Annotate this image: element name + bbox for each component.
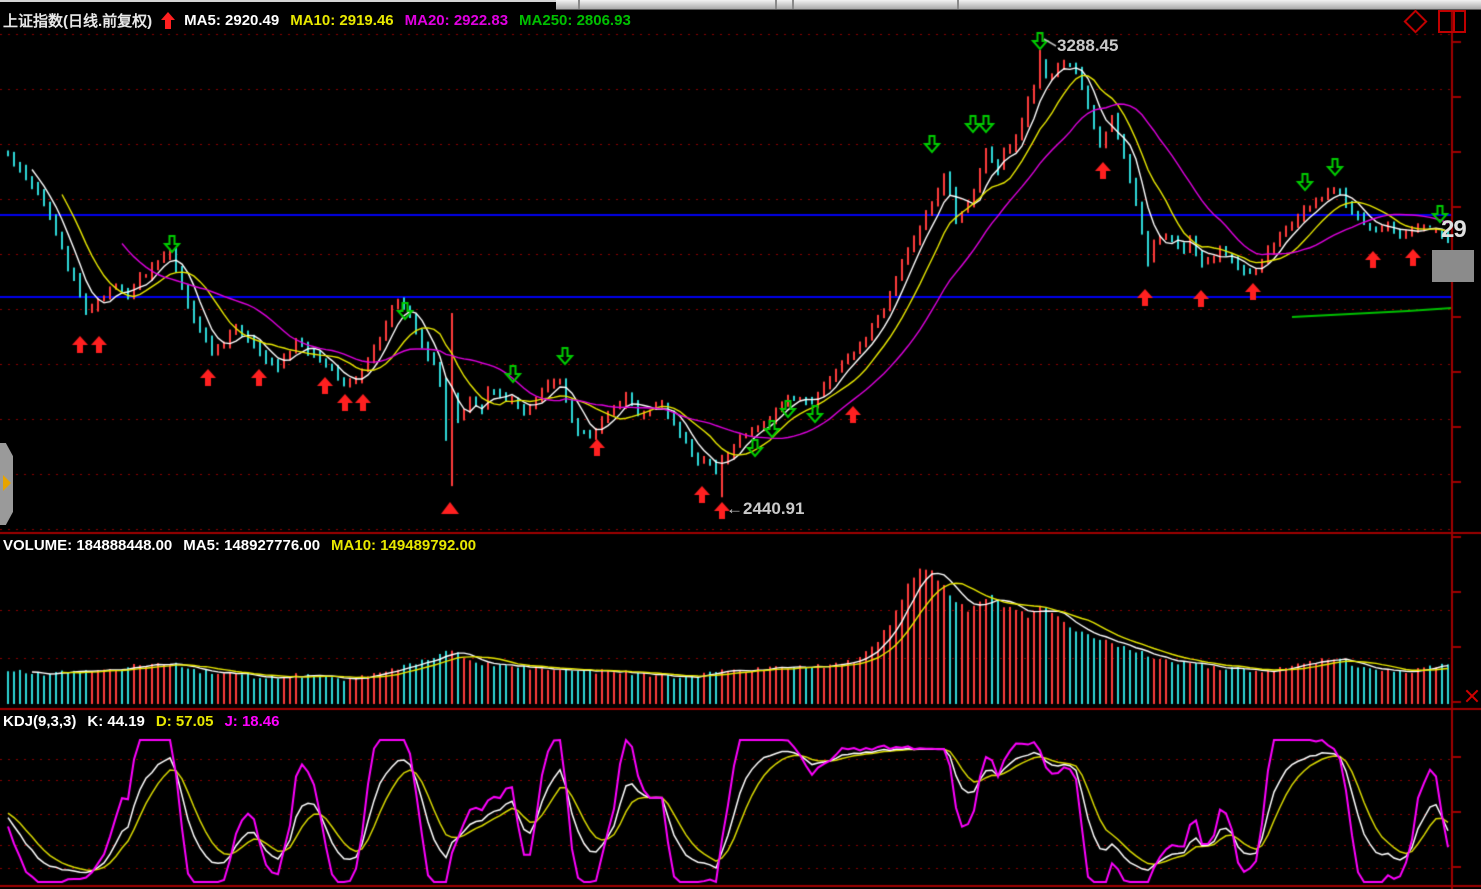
ma5-value: MA5: 2920.49 <box>184 12 280 29</box>
tile-windows-icon[interactable] <box>1438 10 1466 33</box>
toolbar-separator <box>775 0 777 9</box>
main-pane-header: 上证指数(日线.前复权) MA5: 2920.49 MA10: 2919.46 … <box>3 10 642 31</box>
kdj-j-value: J: 18.46 <box>224 713 280 730</box>
kdj-k-value: K: 44.19 <box>87 713 145 730</box>
volume-ma10-value: MA10: 149489792.00 <box>331 537 477 554</box>
ma10-value: MA10: 2919.46 <box>290 12 394 29</box>
kdj-title: KDJ(9,3,3) <box>3 713 77 730</box>
axis-drag-box[interactable] <box>1432 250 1474 282</box>
instrument-title: 上证指数(日线.前复权) <box>3 13 153 30</box>
ma20-value: MA20: 2922.83 <box>404 12 509 29</box>
volume-value: VOLUME: 184888448.00 <box>3 537 173 554</box>
ma250-value: MA250: 2806.93 <box>519 12 631 29</box>
kdj-pane-header: KDJ(9,3,3) K: 44.19 D: 57.05 J: 18.46 <box>3 713 291 730</box>
trough-price-annotation: ←2440.91 <box>726 499 805 518</box>
volume-pane-header: VOLUME: 184888448.00 MA5: 148927776.00 M… <box>3 537 487 554</box>
latest-price-label: 29 <box>1441 216 1467 243</box>
kdj-d-value: D: 57.05 <box>155 713 214 730</box>
tile-windows-icon-divider <box>1453 12 1455 31</box>
toolbar-separator <box>792 0 794 9</box>
peak-price-annotation: 3288.45 <box>1057 36 1119 55</box>
window-top-edge <box>0 0 557 2</box>
expand-arrow-icon <box>3 475 11 491</box>
toolbar-separator <box>578 0 580 9</box>
toolbar-separator <box>957 0 959 9</box>
volume-ma5-value: MA5: 148927776.00 <box>183 537 321 554</box>
buy-signal-arrow-icon <box>161 12 176 29</box>
toolbar-bottom-strip <box>556 0 1481 10</box>
volume-pane-close-icon[interactable] <box>1465 689 1479 703</box>
left-panel-expander[interactable] <box>0 443 13 525</box>
